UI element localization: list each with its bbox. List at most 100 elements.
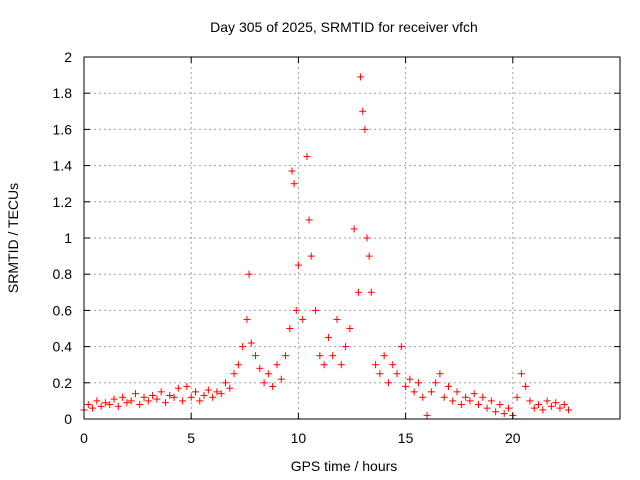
- data-point: [526, 397, 534, 405]
- data-point: [288, 167, 296, 175]
- data-point: [492, 408, 500, 416]
- data-point: [243, 315, 251, 323]
- data-point: [410, 388, 418, 396]
- data-point: [149, 391, 157, 399]
- data-point: [93, 397, 101, 405]
- data-point: [449, 397, 457, 405]
- data-point: [397, 343, 405, 351]
- data-point: [342, 343, 350, 351]
- data-point: [312, 306, 320, 314]
- data-point: [436, 370, 444, 378]
- data-point: [166, 391, 174, 399]
- data-point: [290, 180, 298, 188]
- data-point: [380, 352, 388, 360]
- data-point: [269, 382, 277, 390]
- data-point: [354, 288, 362, 296]
- y-tick-label: 0.8: [53, 266, 73, 282]
- data-point: [299, 315, 307, 323]
- data-point: [372, 361, 380, 369]
- data-point: [89, 404, 97, 412]
- plot-frame: [83, 56, 621, 420]
- data-point: [294, 261, 302, 269]
- data-point: [419, 393, 427, 401]
- data-point: [131, 390, 139, 398]
- data-point: [483, 404, 491, 412]
- data-point: [552, 399, 560, 407]
- y-axis-label: SRMTID / TECUs: [5, 183, 21, 293]
- data-point: [140, 393, 148, 401]
- data-point: [365, 252, 373, 260]
- data-point: [466, 397, 474, 405]
- data-point: [183, 382, 191, 390]
- data-point: [479, 393, 487, 401]
- data-point: [119, 393, 127, 401]
- data-point: [517, 370, 525, 378]
- data-point: [513, 393, 521, 401]
- data-point: [547, 402, 555, 410]
- data-point: [384, 379, 392, 387]
- data-point: [196, 397, 204, 405]
- data-point: [539, 406, 547, 414]
- y-tick-label: 1.6: [53, 121, 73, 137]
- data-point: [200, 391, 208, 399]
- data-point: [252, 352, 260, 360]
- data-point: [376, 370, 384, 378]
- data-point: [307, 252, 315, 260]
- data-point: [273, 361, 281, 369]
- data-point: [170, 393, 178, 401]
- data-point: [487, 397, 495, 405]
- data-point: [474, 401, 482, 409]
- data-point: [346, 325, 354, 332]
- data-point: [305, 216, 313, 224]
- data-point: [556, 404, 564, 412]
- data-point: [402, 382, 410, 390]
- data-point: [337, 361, 345, 369]
- data-point: [535, 401, 543, 409]
- y-tick-label: 1: [64, 230, 72, 246]
- data-point: [110, 395, 118, 403]
- data-point: [277, 375, 285, 383]
- axes-layer: 00.20.40.60.811.21.41.61.820 5 10 15 20: [53, 49, 621, 446]
- x-tick-label: 5: [187, 430, 195, 446]
- data-point: [440, 393, 448, 401]
- data-point: [543, 397, 551, 405]
- data-point: [462, 393, 470, 401]
- data-point: [423, 411, 431, 419]
- data-point: [260, 379, 268, 387]
- data-point: [357, 73, 365, 81]
- x-tick-label: 0: [80, 430, 88, 446]
- data-point: [560, 401, 568, 409]
- data-point: [453, 388, 461, 396]
- data-point: [359, 107, 367, 115]
- data-point: [245, 270, 253, 278]
- x-tick-label: 15: [398, 430, 414, 446]
- data-point: [127, 397, 135, 405]
- data-point: [217, 390, 225, 398]
- data-point: [324, 334, 332, 342]
- data-point: [292, 306, 300, 314]
- data-point: [333, 315, 341, 323]
- y-tick-label: 0.2: [53, 375, 73, 391]
- data-point: [444, 382, 452, 390]
- y-tick-label: 1.8: [53, 85, 73, 101]
- data-point: [427, 388, 435, 396]
- data-point: [500, 410, 508, 418]
- data-point: [530, 404, 538, 412]
- data-point: [303, 153, 311, 161]
- data-point: [316, 352, 324, 360]
- data-point: [496, 401, 504, 409]
- data-point: [157, 388, 165, 396]
- data-point: [136, 401, 144, 409]
- y-tick-label: 0: [64, 411, 72, 427]
- data-point: [239, 343, 247, 351]
- data-point: [363, 234, 371, 242]
- data-point: [247, 339, 255, 347]
- data-point: [282, 352, 290, 360]
- data-point: [84, 401, 92, 409]
- x-tick-label: 10: [291, 430, 307, 446]
- data-point: [97, 402, 105, 410]
- data-point: [393, 370, 401, 378]
- data-point: [367, 288, 375, 296]
- data-point: [522, 382, 530, 390]
- marks-layer: [80, 73, 573, 419]
